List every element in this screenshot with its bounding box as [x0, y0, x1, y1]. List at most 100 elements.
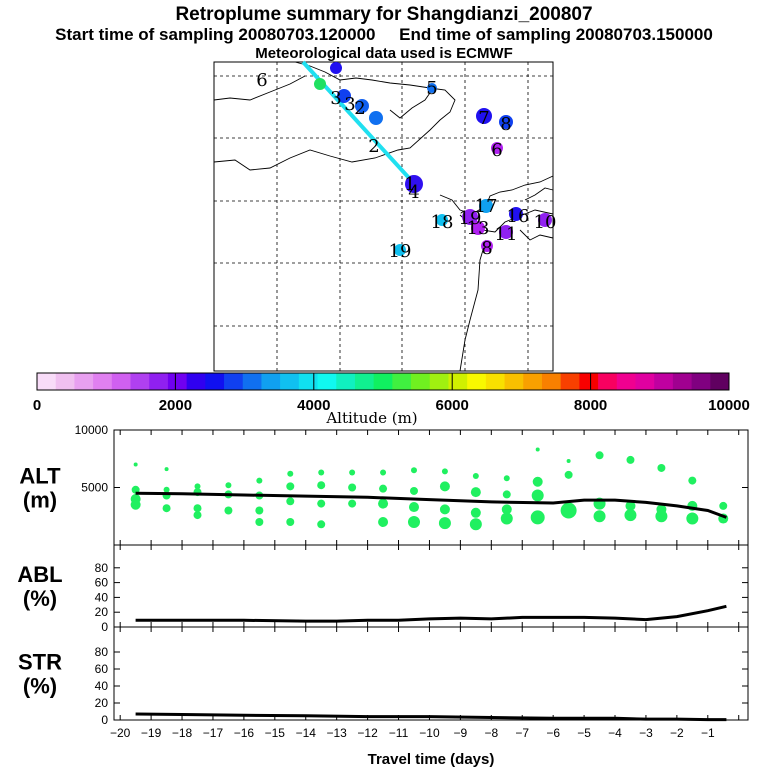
y-tick-label: 60: [95, 662, 109, 676]
map-label: 19: [459, 208, 482, 229]
altitude-point: [410, 467, 417, 474]
colorbar-cell: [504, 373, 524, 390]
map-label: 10: [534, 212, 557, 233]
altitude-point: [438, 517, 451, 530]
altitude-point: [255, 518, 264, 526]
altitude-point: [501, 504, 512, 515]
colorbar-cell: [167, 373, 188, 390]
colorbar-cell: [635, 373, 655, 390]
colorbar-cell: [467, 373, 487, 390]
map-number-labels: 6 3 3 2 2 1 4 5 7 8 6 17 18 19 13 11 8 1…: [256, 70, 556, 262]
map-label: 8: [481, 238, 492, 259]
colorbar-cell: [691, 373, 711, 390]
x-tick-label: −20: [110, 726, 131, 740]
plume-marker: [538, 213, 552, 227]
map-label: 2: [368, 136, 379, 157]
colorbar-cell: [429, 373, 449, 390]
colorbar-cell: [560, 373, 580, 390]
altitude-point: [287, 470, 294, 477]
map-gridlines: [214, 62, 553, 371]
y-tick-label: 20: [95, 605, 109, 619]
colorbar-cell: [111, 373, 132, 390]
altitude-point: [719, 501, 728, 510]
x-tick-label: −7: [515, 726, 529, 740]
altitude-point: [378, 517, 389, 527]
x-tick-label: −14: [296, 726, 317, 740]
map-label: 1: [404, 174, 415, 195]
plume-marker: [436, 214, 448, 226]
altitude-point: [560, 502, 577, 519]
panel-ylabel: ALT (m): [19, 464, 61, 513]
colorbar-cell: [74, 373, 94, 390]
plume-marker: [499, 225, 513, 239]
altitude-point: [131, 485, 140, 494]
met-data-label: Meteorological data used is ECMWF: [255, 45, 513, 62]
map-label: 7: [478, 108, 489, 129]
map-label: 6: [491, 140, 502, 161]
colorbar-cell: [224, 373, 244, 390]
altitude-point: [133, 462, 138, 467]
altitude-point: [595, 451, 604, 460]
altitude-point: [409, 486, 418, 495]
altitude-point: [379, 484, 388, 493]
colorbar-axis-label: Altitude (m): [325, 409, 417, 427]
plume-marker: [405, 175, 423, 193]
x-tick-label: −2: [670, 726, 684, 740]
page-title: Retroplume summary for Shangdianzi_20080…: [175, 4, 593, 25]
altitude-point: [439, 481, 450, 492]
altitude-point: [564, 470, 573, 479]
altitude-point: [164, 467, 169, 472]
altitude-point: [624, 509, 637, 522]
colorbar-tick-label: 2000: [159, 397, 192, 414]
y-tick-label: 40: [95, 679, 109, 693]
colorbar-cell: [93, 373, 113, 390]
panel-frame: [113, 429, 749, 546]
str-series-line: [135, 712, 727, 722]
x-tick-label: −12: [357, 726, 378, 740]
x-tick-label: −9: [454, 726, 468, 740]
x-tick-label: −17: [203, 726, 224, 740]
altitude-point: [626, 455, 635, 464]
altitude-point: [224, 506, 233, 515]
colorbar-cell: [392, 373, 412, 390]
altitude-colorbar: 0 2000 4000 6000 8000 10000 Altitude (m): [33, 372, 750, 427]
colorbar-cell: [354, 373, 375, 390]
x-tick-label: −18: [172, 726, 193, 740]
plume-marker: [491, 142, 503, 154]
altitude-point: [318, 469, 325, 476]
altitude-point: [317, 499, 326, 508]
colorbar-tick-label: 6000: [436, 397, 469, 414]
colorbar-cell: [261, 373, 281, 390]
panel-ylabel: ABL (%): [17, 562, 62, 611]
altitude-point: [531, 489, 544, 502]
altitude-point: [378, 498, 389, 509]
y-tick-label: 80: [95, 645, 109, 659]
map-label: 13: [467, 218, 490, 239]
colorbar-cell: [616, 373, 636, 390]
x-tick-label: −16: [234, 726, 255, 740]
colorbar-cell: [336, 373, 356, 390]
panel-frame: [113, 626, 749, 721]
abl-series-line: [135, 604, 727, 623]
altitude-point: [470, 507, 481, 518]
plume-marker: [509, 207, 523, 221]
map-label: 5: [426, 78, 437, 99]
y-tick-label: 0: [101, 713, 108, 727]
colorbar-cell: [205, 373, 225, 390]
altitude-point: [348, 483, 357, 492]
map-label: 11: [495, 224, 518, 245]
colorbar-cell: [242, 373, 262, 390]
x-axis-label: Travel time (days): [368, 751, 495, 768]
colorbar-cell: [186, 373, 206, 390]
altitude-point: [657, 463, 666, 472]
plume-marker: [314, 78, 326, 90]
colorbar-cell: [448, 373, 468, 390]
colorbar-cell: [541, 373, 562, 390]
map-label: 18: [431, 212, 454, 233]
x-tick-label: −8: [484, 726, 498, 740]
colorbar-tick-label: 8000: [574, 397, 607, 414]
plume-marker: [481, 240, 493, 252]
